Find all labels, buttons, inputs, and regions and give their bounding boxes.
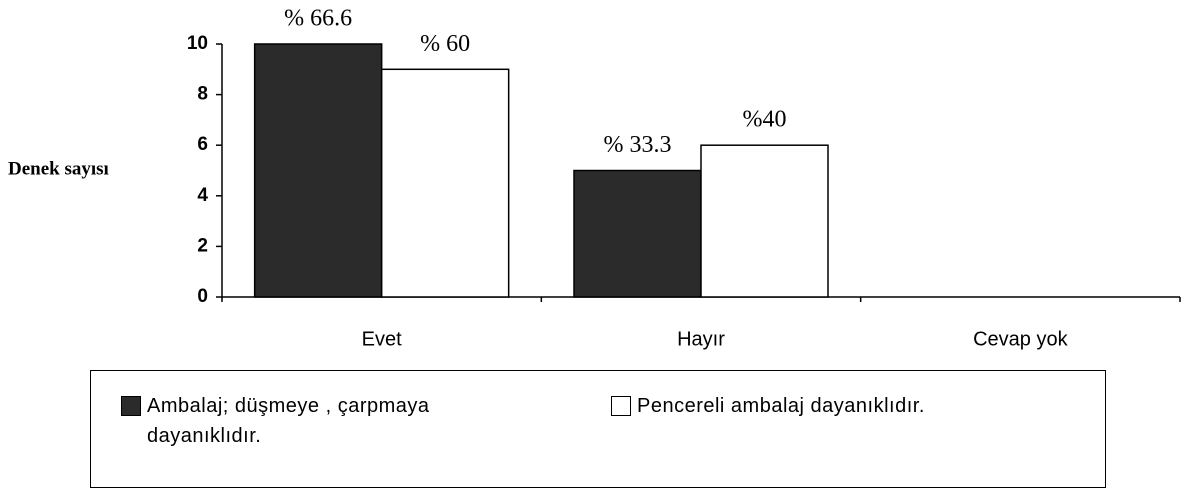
bar — [573, 169, 702, 298]
percent-label: % 60 — [420, 31, 470, 57]
x-tick-label: Evet — [362, 328, 402, 350]
legend-entry: Ambalaj; düşmeye , çarpmaya dayanıklıdır… — [121, 391, 521, 451]
legend-swatch — [121, 396, 141, 416]
bar — [700, 144, 829, 298]
y-tick-label: 8 — [197, 84, 208, 105]
x-tick-label: Cevap yok — [973, 328, 1068, 350]
y-tick-label: 0 — [197, 286, 208, 307]
bar — [380, 68, 510, 298]
x-tick-label: Hayır — [677, 328, 725, 350]
y-tick-label: 10 — [187, 33, 208, 54]
y-tick-label: 4 — [197, 185, 208, 206]
bar — [253, 43, 383, 298]
legend: Ambalaj; düşmeye , çarpmaya dayanıklıdır… — [90, 370, 1106, 488]
legend-entry: Pencereli ambalaj dayanıklıdır. — [611, 391, 1081, 421]
y-axis-label: Denek sayısı — [8, 158, 109, 179]
y-tick-label: 2 — [197, 235, 208, 256]
y-tick-label: 6 — [197, 134, 208, 155]
legend-label: Pencereli ambalaj dayanıklıdır. — [637, 395, 925, 417]
percent-label: %40 — [743, 107, 787, 133]
percent-label: % 66.6 — [284, 6, 352, 32]
legend-swatch — [611, 396, 631, 416]
percent-label: % 33.3 — [604, 132, 672, 158]
legend-label: Ambalaj; düşmeye , çarpmaya dayanıklıdır… — [147, 395, 430, 447]
